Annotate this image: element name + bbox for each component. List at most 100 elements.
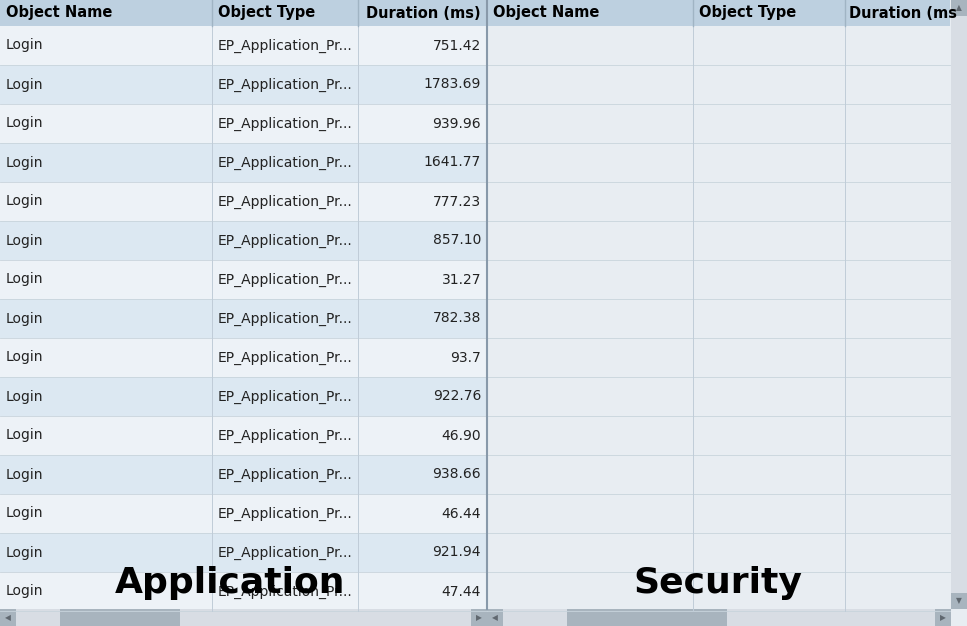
Text: EP_Application_Pr...: EP_Application_Pr... [218, 116, 353, 131]
Text: Login: Login [6, 39, 44, 53]
Text: Login: Login [6, 389, 44, 404]
Text: Login: Login [6, 272, 44, 287]
Text: 938.66: 938.66 [432, 468, 481, 481]
Bar [0, 416, 487, 455]
Text: Duration (ms): Duration (ms) [366, 6, 481, 21]
Bar [0, 0, 487, 26]
Text: EP_Application_Pr...: EP_Application_Pr... [218, 389, 353, 404]
Bar [487, 572, 950, 611]
Bar [0, 338, 487, 377]
Bar [0, 182, 487, 221]
Bar [487, 65, 950, 104]
Text: EP_Application_Pr...: EP_Application_Pr... [218, 155, 353, 170]
Bar [0, 609, 487, 626]
Text: Application: Application [115, 566, 345, 600]
Bar [0, 455, 487, 494]
Bar [0, 609, 16, 626]
Bar [471, 609, 487, 626]
Bar [0, 494, 487, 533]
Bar [60, 609, 180, 626]
Text: EP_Application_Pr...: EP_Application_Pr... [218, 38, 353, 53]
Bar [487, 533, 950, 572]
Text: EP_Application_Pr...: EP_Application_Pr... [218, 506, 353, 521]
Bar [0, 65, 487, 104]
Bar [487, 26, 950, 65]
Text: EP_Application_Pr...: EP_Application_Pr... [218, 585, 353, 598]
Text: 939.96: 939.96 [432, 116, 481, 130]
Text: Login: Login [6, 585, 44, 598]
Text: Login: Login [6, 351, 44, 364]
Text: EP_Application_Pr...: EP_Application_Pr... [218, 351, 353, 364]
Bar [951, 593, 967, 609]
Bar [0, 533, 487, 572]
Bar [487, 143, 950, 182]
Bar [0, 143, 487, 182]
Text: Login: Login [6, 429, 44, 443]
Text: 93.7: 93.7 [451, 351, 481, 364]
Text: EP_Application_Pr...: EP_Application_Pr... [218, 545, 353, 560]
Bar [487, 455, 950, 494]
Text: Object Name: Object Name [493, 6, 600, 21]
Bar [951, 0, 967, 609]
Bar [0, 299, 487, 338]
Text: Login: Login [6, 233, 44, 247]
Text: 777.23: 777.23 [433, 195, 481, 208]
Text: ▶: ▶ [940, 613, 946, 622]
Bar [567, 609, 727, 626]
Text: 31.27: 31.27 [442, 272, 481, 287]
Bar [487, 609, 503, 626]
Text: Object Type: Object Type [699, 6, 796, 21]
Text: ◀: ◀ [5, 613, 11, 622]
Text: Object Name: Object Name [6, 6, 112, 21]
Bar [487, 494, 950, 533]
Text: 1783.69: 1783.69 [424, 78, 481, 91]
Text: EP_Application_Pr...: EP_Application_Pr... [218, 272, 353, 287]
Text: EP_Application_Pr...: EP_Application_Pr... [218, 428, 353, 443]
Bar [487, 260, 950, 299]
Bar [487, 104, 950, 143]
Text: Login: Login [6, 78, 44, 91]
Bar [487, 0, 950, 26]
Text: EP_Application_Pr...: EP_Application_Pr... [218, 468, 353, 481]
Text: Login: Login [6, 545, 44, 560]
Text: Login: Login [6, 155, 44, 170]
Bar [487, 299, 950, 338]
Bar [0, 104, 487, 143]
Bar [0, 221, 487, 260]
Bar [935, 609, 951, 626]
Text: 922.76: 922.76 [432, 389, 481, 404]
Text: 751.42: 751.42 [433, 39, 481, 53]
Text: ▼: ▼ [956, 597, 962, 605]
Bar [487, 182, 950, 221]
Text: 46.90: 46.90 [441, 429, 481, 443]
Bar [0, 260, 487, 299]
Text: ▶: ▶ [476, 613, 482, 622]
Bar [487, 221, 950, 260]
Bar [487, 416, 950, 455]
Bar [0, 572, 487, 611]
Text: EP_Application_Pr...: EP_Application_Pr... [218, 311, 353, 326]
Bar [951, 0, 967, 16]
Text: Login: Login [6, 506, 44, 520]
Text: 1641.77: 1641.77 [424, 155, 481, 170]
Text: ◀: ◀ [492, 613, 498, 622]
Text: 47.44: 47.44 [442, 585, 481, 598]
Bar [0, 377, 487, 416]
Text: Duration (ms: Duration (ms [849, 6, 957, 21]
Text: EP_Application_Pr...: EP_Application_Pr... [218, 233, 353, 247]
Text: Object Type: Object Type [218, 6, 315, 21]
Bar [487, 338, 950, 377]
Text: 46.44: 46.44 [442, 506, 481, 520]
Text: 921.94: 921.94 [432, 545, 481, 560]
Bar [487, 377, 950, 416]
Text: EP_Application_Pr...: EP_Application_Pr... [218, 78, 353, 91]
Text: Login: Login [6, 312, 44, 326]
Text: 857.10: 857.10 [432, 233, 481, 247]
Text: Security: Security [633, 566, 803, 600]
Text: ▲: ▲ [956, 4, 962, 13]
Text: EP_Application_Pr...: EP_Application_Pr... [218, 195, 353, 208]
Text: Login: Login [6, 116, 44, 130]
Text: Login: Login [6, 468, 44, 481]
Text: Login: Login [6, 195, 44, 208]
Bar [487, 609, 951, 626]
